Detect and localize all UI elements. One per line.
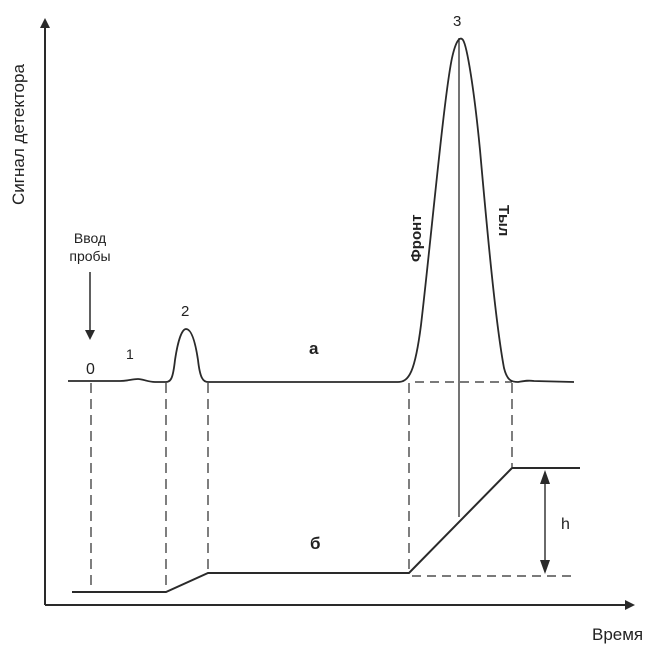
label-point-0: 0 [86,361,95,378]
injection-label-line1: Ввод [74,230,106,246]
x-axis-label: Время [592,625,643,644]
height-arrow-top [540,470,550,484]
y-axis-label: Сигнал детектора [9,64,28,205]
integral-curve-b [72,467,580,593]
label-point-1: 1 [126,346,134,362]
label-peak-3: 3 [453,13,461,30]
height-arrow-bottom [540,560,550,574]
label-front: Фронт [408,214,425,262]
label-curve-b: б [310,534,321,553]
chromatogram-curve-a [68,37,575,383]
label-height-h: h [561,516,570,533]
label-curve-a: а [309,339,319,358]
injection-label-line2: пробы [69,248,110,264]
label-peak-2: 2 [181,303,189,320]
label-tail: Тыл [495,205,512,236]
